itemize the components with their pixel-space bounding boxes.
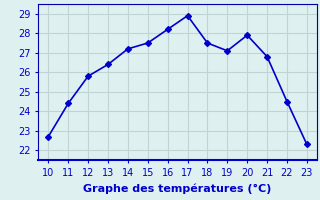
- X-axis label: Graphe des températures (°C): Graphe des températures (°C): [84, 183, 272, 194]
